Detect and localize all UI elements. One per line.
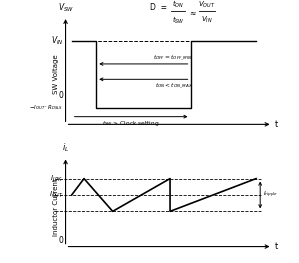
Text: $t_{OFF} = t_{OFF\_MIN}$: $t_{OFF} = t_{OFF\_MIN}$ (153, 53, 193, 62)
Text: $V_{IN}$: $V_{IN}$ (51, 35, 63, 47)
Text: $t_{SW}$ > Clock setting: $t_{SW}$ > Clock setting (102, 119, 160, 128)
Text: t: t (274, 242, 278, 251)
Text: $I_{ripple}$: $I_{ripple}$ (263, 190, 279, 200)
Text: SW Voltage: SW Voltage (53, 54, 59, 94)
Text: $i_L$: $i_L$ (62, 141, 69, 154)
Text: $V_{SW}$: $V_{SW}$ (57, 2, 74, 14)
Text: 0: 0 (59, 236, 63, 245)
Text: $V_{OUT}$: $V_{OUT}$ (198, 0, 216, 9)
Text: $- I_{OUT}\cdot R_{DSLS}$: $- I_{OUT}\cdot R_{DSLS}$ (29, 103, 63, 112)
Text: $I_{LPK}$: $I_{LPK}$ (50, 174, 63, 184)
Text: $V_{IN}$: $V_{IN}$ (201, 15, 213, 25)
Text: 0: 0 (59, 91, 63, 100)
Text: $\approx$: $\approx$ (188, 8, 198, 17)
Text: t: t (274, 120, 278, 129)
Text: $t_{SW}$: $t_{SW}$ (172, 15, 185, 26)
Text: $t_{ON} < t_{ON\_MAX}$: $t_{ON} < t_{ON\_MAX}$ (155, 82, 193, 90)
Text: Inductor Current: Inductor Current (53, 178, 59, 236)
Text: D  =: D = (150, 3, 167, 12)
Text: $I_{OUT}$: $I_{OUT}$ (49, 190, 63, 200)
Text: $t_{ON}$: $t_{ON}$ (172, 0, 184, 9)
